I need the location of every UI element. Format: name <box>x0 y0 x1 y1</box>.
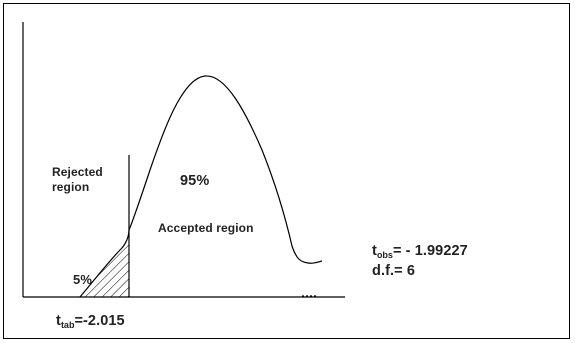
t-tab-base: t <box>56 313 61 329</box>
distribution-curve <box>79 75 323 298</box>
t-obs-base: t <box>372 243 377 259</box>
accepted-region-label: Accepted region <box>158 221 254 235</box>
t-obs-subscript: obs <box>376 250 393 260</box>
t-tab-label: ttab=-2.015 <box>56 312 125 331</box>
rejected-label-line2: region <box>52 180 90 194</box>
rejected-region-label: Rejected region <box>52 165 103 195</box>
t-obs-value: = - 1.99227 <box>392 243 468 259</box>
rejected-percent-label: 5% <box>73 272 92 287</box>
rejected-area-hatch <box>80 230 129 297</box>
t-tab-value: =-2.015 <box>74 313 125 329</box>
t-obs-label: tobs= - 1.99227 <box>372 242 468 261</box>
degrees-of-freedom-label: d.f.= 6 <box>372 263 416 279</box>
t-tab-subscript: tab <box>60 320 75 330</box>
accepted-percent-label: 95% <box>180 173 210 189</box>
rejected-label-line1: Rejected <box>52 165 103 179</box>
